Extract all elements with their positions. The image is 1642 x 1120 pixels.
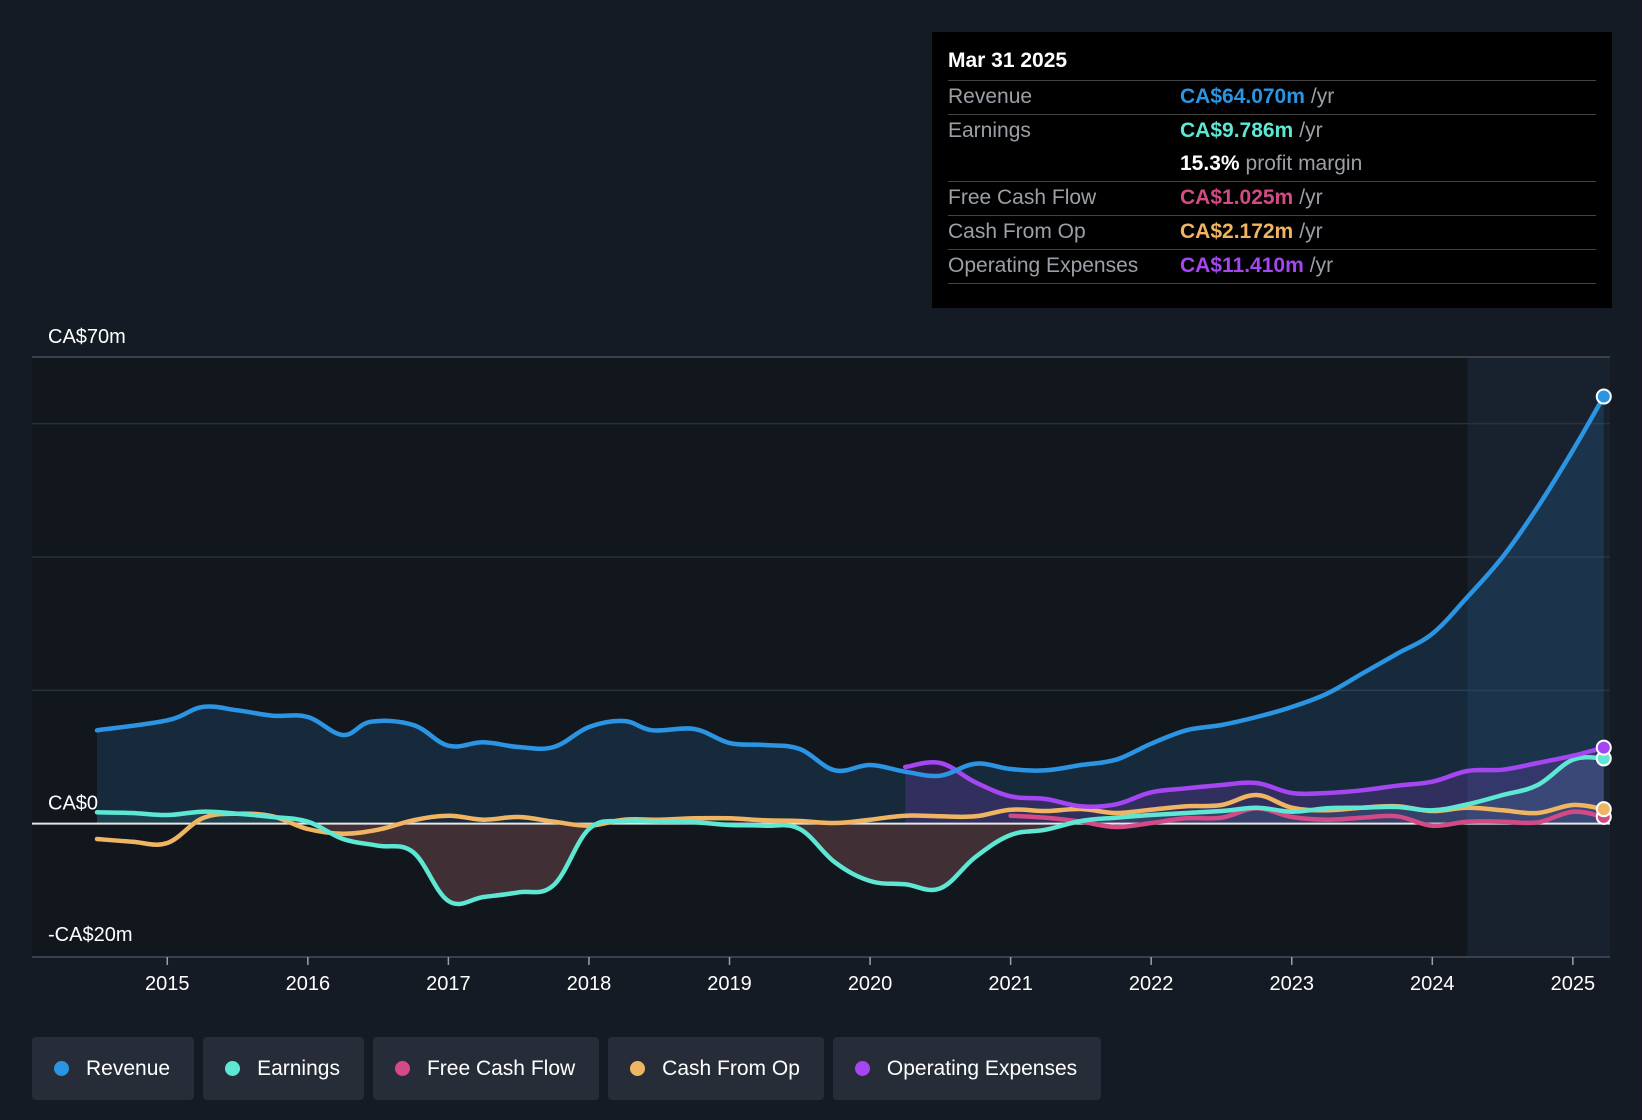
tooltip-date: Mar 31 2025 — [948, 46, 1596, 81]
legend-dot-icon — [54, 1061, 69, 1076]
legend-label: Free Cash Flow — [426, 1056, 576, 1080]
series-areas — [97, 396, 1604, 904]
operating-expenses-endpoint — [1595, 739, 1612, 756]
series-endpoints — [1595, 388, 1612, 825]
cash-from-op-endpoint — [1595, 801, 1612, 818]
earnings-loss-area — [97, 823, 1604, 904]
tooltip: Mar 31 2025 Revenue CA$64.070m /yr Earni… — [932, 32, 1612, 308]
tooltip-row-cash-from-op: Cash From Op CA$2.172m /yr — [948, 216, 1596, 250]
gridlines — [32, 356, 1610, 958]
y-label-zero: CA$0 — [48, 793, 98, 815]
legend-item-revenue[interactable]: Revenue — [32, 1037, 195, 1100]
legend-item-earnings[interactable]: Earnings — [203, 1037, 364, 1100]
legend-item-cash-from-op[interactable]: Cash From Op — [608, 1037, 824, 1100]
operating-expenses-line — [902, 745, 1607, 810]
x-tick-label: 2016 — [286, 973, 331, 995]
revenue-endpoint — [1595, 388, 1612, 405]
tooltip-unit: /yr — [1299, 186, 1323, 209]
x-tick-label: 2023 — [1269, 973, 1314, 995]
tooltip-row-operating-expenses: Operating Expenses CA$11.410m /yr — [948, 250, 1596, 284]
tooltip-unit: /yr — [1299, 220, 1323, 243]
x-axis-ticks: 2015 2016 2017 2018 2019 2020 2021 2022 2023 2024… — [145, 957, 1595, 995]
x-tick-label: 2020 — [848, 973, 893, 995]
x-tick-label: 2022 — [1129, 973, 1174, 995]
legend-label: Revenue — [86, 1056, 171, 1080]
tooltip-row-free-cash-flow: Free Cash Flow CA$1.025m /yr — [948, 182, 1596, 216]
x-tick-label: 2024 — [1410, 973, 1455, 995]
revenue-line — [94, 394, 1607, 779]
legend-item-free-cash-flow[interactable]: Free Cash Flow — [372, 1037, 600, 1100]
free-cash-flow-line — [1008, 806, 1607, 830]
x-tick-label: 2021 — [988, 973, 1033, 995]
earnings-line — [94, 754, 1607, 907]
tooltip-label: Earnings — [948, 119, 1031, 142]
legend-label: Earnings — [257, 1056, 340, 1080]
legend-dot-icon — [225, 1061, 241, 1076]
tooltip-row-profit-margin: 15.3% profit margin — [948, 148, 1596, 182]
tooltip-value: CA$64.070m — [1180, 85, 1305, 108]
operating-expenses-area — [905, 747, 1604, 824]
tooltip-value: CA$9.786m — [1180, 119, 1294, 142]
tooltip-value: CA$11.410m — [1180, 254, 1304, 277]
tooltip-row-revenue: Revenue CA$64.070m /yr — [948, 81, 1596, 115]
legend-label: Operating Expenses — [886, 1056, 1078, 1080]
tooltip-label: Free Cash Flow — [948, 186, 1097, 209]
legend-label: Cash From Op — [662, 1056, 800, 1080]
y-label-top: CA$70m — [48, 326, 126, 348]
series-lines — [94, 394, 1607, 907]
earnings-area — [97, 757, 1604, 904]
revenue-area — [97, 396, 1604, 824]
tooltip-unit: /yr — [1310, 85, 1335, 108]
tooltip-label: Cash From Op — [948, 220, 1086, 243]
legend-dot-icon — [394, 1061, 410, 1076]
legend-dot-icon — [854, 1061, 870, 1076]
x-tick-label: 2018 — [567, 973, 612, 995]
x-tick-label: 2019 — [707, 973, 752, 995]
tooltip-unit: /yr — [1309, 254, 1334, 277]
tooltip-value: 15.3% — [1180, 152, 1240, 175]
tooltip-label — [948, 148, 1180, 181]
past-data-band — [1467, 357, 1610, 957]
tooltip-value: CA$2.172m — [1180, 220, 1294, 243]
y-label-bottom: -CA$20m — [48, 924, 132, 946]
tooltip-row-earnings: Earnings CA$9.786m /yr — [948, 115, 1596, 148]
legend: Revenue Earnings Free Cash Flow Cash Fro… — [32, 1037, 1102, 1100]
plot-background — [32, 357, 1610, 957]
tooltip-label: Revenue — [948, 85, 1033, 108]
x-tick-label: 2015 — [145, 973, 190, 995]
tooltip-unit: /yr — [1299, 119, 1323, 142]
tooltip-value: CA$1.025m — [1180, 186, 1294, 209]
legend-dot-icon — [630, 1061, 646, 1076]
tooltip-unit: profit margin — [1245, 152, 1363, 175]
x-tick-label: 2017 — [426, 973, 471, 995]
x-tick-label: 2025 — [1551, 973, 1596, 995]
tooltip-label: Operating Expenses — [948, 254, 1139, 277]
legend-item-operating-expenses[interactable]: Operating Expenses — [832, 1037, 1102, 1100]
